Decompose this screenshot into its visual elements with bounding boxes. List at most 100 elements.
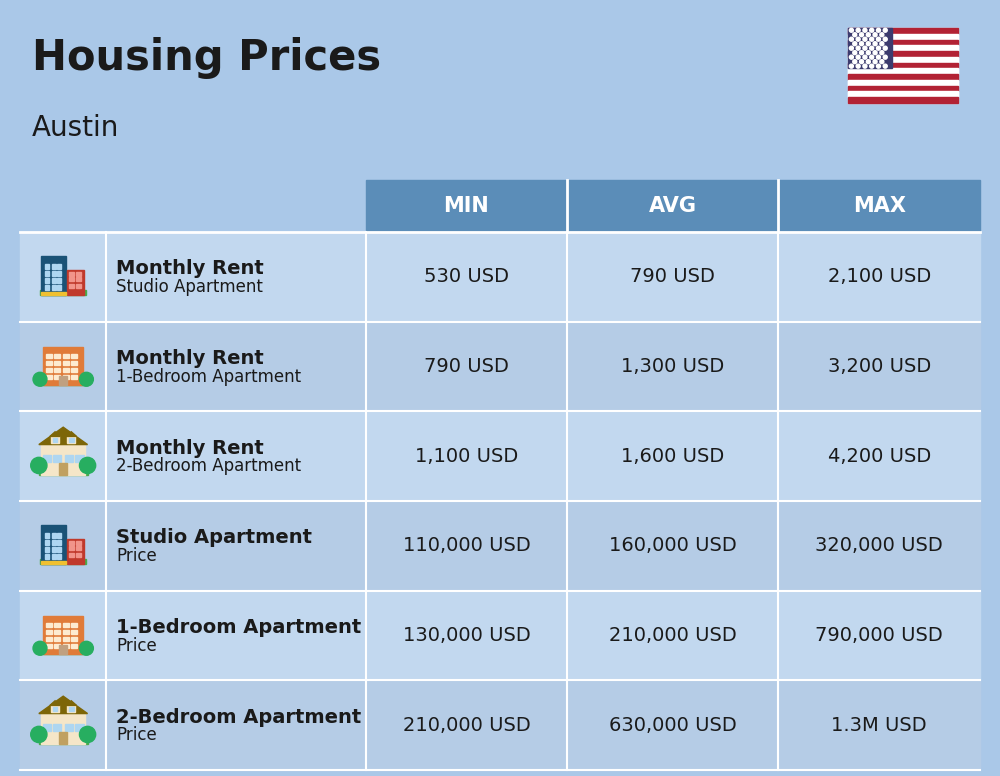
Bar: [45, 285, 49, 289]
Bar: [75, 724, 84, 731]
Circle shape: [863, 64, 867, 68]
Text: Studio Apartment: Studio Apartment: [116, 278, 263, 296]
Bar: [71, 354, 77, 359]
Circle shape: [856, 55, 860, 59]
Bar: [43, 455, 51, 462]
Bar: [71, 623, 77, 627]
Bar: [106, 501, 366, 591]
Bar: [43, 616, 83, 654]
Polygon shape: [66, 431, 77, 436]
Circle shape: [31, 726, 47, 743]
Bar: [567, 411, 778, 501]
Bar: [848, 28, 958, 34]
Bar: [45, 264, 49, 268]
Bar: [848, 28, 958, 103]
Bar: [46, 623, 52, 627]
Bar: [54, 623, 60, 627]
Bar: [848, 34, 958, 40]
Circle shape: [860, 33, 864, 36]
Circle shape: [33, 372, 47, 386]
Circle shape: [856, 47, 860, 50]
Bar: [57, 547, 61, 552]
Bar: [52, 278, 56, 282]
Text: Housing Prices: Housing Prices: [32, 37, 381, 79]
Bar: [76, 284, 81, 289]
Bar: [45, 540, 49, 545]
Bar: [52, 547, 56, 552]
Bar: [41, 561, 66, 564]
Bar: [41, 256, 66, 296]
Circle shape: [860, 50, 864, 54]
Bar: [71, 636, 77, 641]
Text: 320,000 USD: 320,000 USD: [815, 536, 943, 556]
Bar: [20, 322, 106, 411]
Bar: [848, 57, 958, 63]
Bar: [76, 272, 81, 275]
Text: 790,000 USD: 790,000 USD: [815, 626, 943, 645]
Circle shape: [866, 42, 870, 46]
Bar: [20, 501, 106, 591]
Text: AVG: AVG: [649, 196, 697, 216]
Circle shape: [31, 457, 47, 473]
Circle shape: [856, 37, 860, 41]
Bar: [71, 368, 77, 372]
Bar: [59, 376, 67, 385]
Bar: [57, 278, 61, 282]
Bar: [40, 648, 86, 654]
Bar: [65, 724, 73, 731]
Bar: [63, 643, 69, 648]
Bar: [848, 63, 958, 68]
Bar: [71, 375, 77, 379]
Text: 3,200 USD: 3,200 USD: [828, 357, 931, 376]
Bar: [43, 347, 83, 385]
Bar: [46, 636, 52, 641]
Circle shape: [79, 726, 96, 743]
Text: Monthly Rent: Monthly Rent: [116, 349, 264, 368]
Bar: [106, 180, 366, 232]
Bar: [41, 292, 66, 296]
Circle shape: [79, 457, 96, 473]
Bar: [106, 591, 366, 681]
Circle shape: [849, 28, 853, 33]
Bar: [848, 28, 892, 68]
Bar: [51, 436, 59, 443]
Circle shape: [860, 60, 864, 64]
Bar: [39, 469, 88, 475]
Bar: [46, 629, 52, 634]
Bar: [59, 732, 67, 743]
Circle shape: [849, 37, 853, 41]
Circle shape: [849, 47, 853, 50]
Bar: [54, 375, 60, 379]
Bar: [57, 533, 61, 538]
Bar: [567, 681, 778, 770]
Bar: [778, 322, 980, 411]
Bar: [366, 232, 567, 322]
Circle shape: [33, 641, 47, 655]
Bar: [20, 681, 106, 770]
Circle shape: [853, 33, 857, 36]
Bar: [46, 361, 52, 365]
Circle shape: [883, 28, 887, 33]
Bar: [52, 264, 56, 268]
Bar: [67, 270, 84, 296]
Bar: [85, 647, 88, 654]
Polygon shape: [39, 427, 88, 445]
Bar: [57, 540, 61, 545]
Bar: [848, 45, 958, 51]
Bar: [71, 643, 77, 648]
Text: 2,100 USD: 2,100 USD: [828, 268, 931, 286]
Bar: [63, 623, 69, 627]
Bar: [52, 533, 56, 538]
Text: Price: Price: [116, 726, 157, 744]
Polygon shape: [39, 696, 88, 714]
Bar: [67, 436, 75, 443]
Text: 1-Bedroom Apartment: 1-Bedroom Apartment: [116, 368, 302, 386]
Bar: [53, 455, 61, 462]
Bar: [848, 80, 958, 85]
Bar: [43, 724, 51, 731]
Circle shape: [876, 55, 880, 59]
Text: Monthly Rent: Monthly Rent: [116, 259, 264, 279]
Bar: [65, 455, 73, 462]
Circle shape: [79, 372, 93, 386]
Bar: [69, 707, 74, 712]
